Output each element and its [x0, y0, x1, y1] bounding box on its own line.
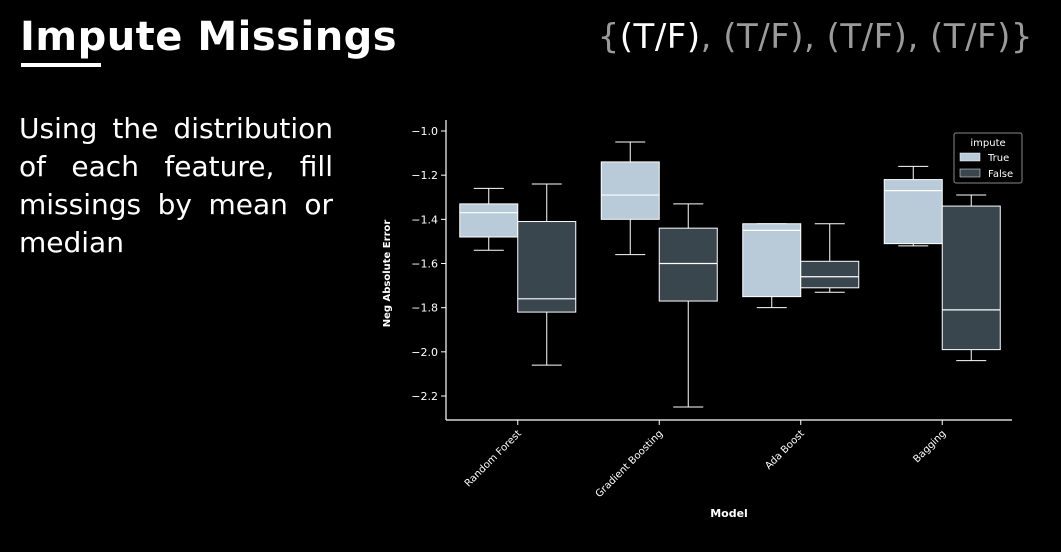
- legend-title: impute: [970, 138, 1005, 149]
- x-axis-label: Model: [710, 507, 748, 520]
- slide-title: Impute Missings: [20, 14, 398, 60]
- y-axis-label: Neg Absolute Error: [382, 220, 393, 328]
- box-false: [658, 227, 718, 302]
- y-tick-label: −1.2: [411, 169, 438, 182]
- y-tick-label: −1.4: [411, 213, 438, 226]
- box-true: [883, 179, 943, 245]
- legend-swatch: [959, 152, 981, 162]
- legend-label: True: [987, 153, 1009, 164]
- y-tick-label: −1.8: [411, 302, 438, 315]
- tag-open-brace: {: [597, 17, 620, 57]
- y-tick-label: −1.6: [411, 258, 438, 271]
- y-tick-label: −2.0: [411, 346, 438, 359]
- title-underline: [21, 63, 101, 67]
- box-true: [742, 223, 802, 298]
- box-false: [941, 205, 1001, 351]
- box-true: [459, 203, 519, 238]
- legend-label: False: [988, 169, 1013, 180]
- x-tick-label: Gradient Boosting: [594, 428, 666, 500]
- x-tick-label: Ada Boost: [763, 428, 807, 472]
- slide-body-text: Using the distribution of each feature, …: [19, 112, 333, 259]
- tag-rest: , (T/F), (T/F), (T/F)}: [700, 17, 1033, 57]
- tag-line: {(T/F), (T/F), (T/F), (T/F)}: [598, 17, 1033, 57]
- y-tick-label: −2.2: [411, 390, 438, 403]
- box-false: [517, 221, 577, 313]
- x-tick-label: Random Forest: [463, 428, 524, 489]
- box-true: [600, 161, 660, 220]
- box-false: [800, 260, 860, 289]
- tag-highlight: (T/F): [619, 17, 701, 57]
- x-tick-label: Bagging: [911, 428, 948, 465]
- legend-swatch: [959, 168, 981, 178]
- box-plot-chart: −1.0 −1.2 −1.4 −1.6 −1.8 −2.0 −2.2 Neg Absolute…: [382, 120, 1023, 520]
- y-tick-label: −1.0: [411, 125, 438, 138]
